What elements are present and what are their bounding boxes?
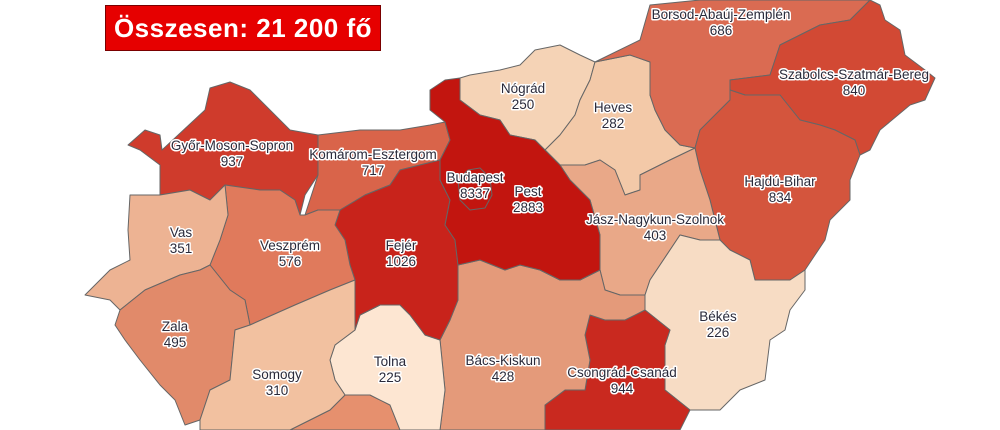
county-value-hajdu: 834	[769, 190, 792, 205]
county-name-csongrad: Csongrád-Csanád	[567, 365, 677, 380]
county-name-heves: Heves	[594, 100, 633, 115]
county-name-bacs: Bács-Kiskun	[465, 353, 540, 368]
county-value-somogy: 310	[266, 383, 289, 398]
county-name-nograd: Nógrád	[501, 81, 545, 96]
county-name-borsod: Borsod-Abaúj-Zemplén	[652, 7, 791, 22]
county-name-pest: Pest	[514, 184, 541, 199]
county-name-jasz: Jász-Nagykun-Szolnok	[586, 212, 724, 227]
county-name-bekes: Békés	[699, 309, 737, 324]
county-name-vas: Vas	[170, 225, 193, 240]
county-value-heves: 282	[602, 116, 625, 131]
county-value-budapest: 8337	[460, 186, 490, 201]
county-value-bekes: 226	[707, 325, 730, 340]
county-value-vas: 351	[170, 241, 193, 256]
county-value-gyor: 937	[221, 154, 244, 169]
total-title-box: Összesen: 21 200 fő	[105, 5, 381, 51]
county-name-szabolcs: Szabolcs-Szatmár-Bereg	[779, 67, 929, 82]
county-value-nograd: 250	[512, 97, 535, 112]
county-value-pest: 2883	[513, 200, 543, 215]
county-name-hajdu: Hajdú-Bihar	[744, 174, 816, 189]
county-value-zala: 495	[164, 335, 187, 350]
county-value-komarom: 717	[362, 163, 385, 178]
county-pest	[429, 77, 601, 281]
county-value-csongrad: 944	[611, 381, 634, 396]
county-somogy	[199, 279, 356, 430]
county-value-jasz: 403	[644, 228, 667, 243]
county-budapest	[457, 167, 493, 211]
county-name-gyor: Győr-Moson-Sopron	[171, 138, 293, 153]
county-name-fejer: Fejér	[386, 238, 417, 253]
county-name-tolna: Tolna	[374, 354, 407, 369]
county-value-szabolcs: 840	[843, 83, 866, 98]
county-value-tolna: 225	[379, 370, 402, 385]
county-name-komarom: Komárom-Esztergom	[309, 147, 437, 162]
county-name-veszprem: Veszprém	[260, 238, 320, 253]
county-name-somogy: Somogy	[252, 367, 302, 382]
county-value-bacs: 428	[492, 369, 515, 384]
county-name-zala: Zala	[162, 319, 189, 334]
county-value-borsod: 686	[710, 23, 733, 38]
county-name-budapest: Budapest	[446, 170, 503, 185]
county-value-veszprem: 576	[279, 254, 302, 269]
county-value-fejer: 1026	[386, 254, 416, 269]
